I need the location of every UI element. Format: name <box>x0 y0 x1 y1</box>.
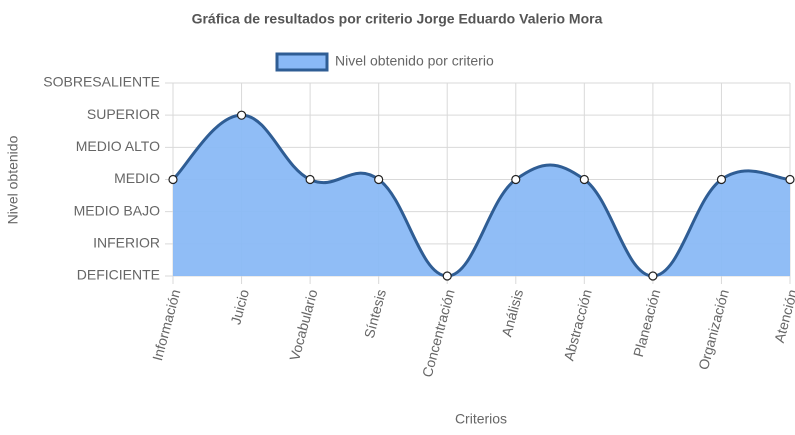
x-tick-label: Vocabulario <box>286 287 320 362</box>
y-tick-label: SUPERIOR <box>87 106 160 122</box>
x-tick-label: Abstracción <box>560 288 594 363</box>
x-tick-label: Análisis <box>498 288 526 339</box>
chart-title: Gráfica de resultados por criterio Jorge… <box>192 11 603 27</box>
y-tick-label: MEDIO <box>114 170 160 186</box>
y-tick-label: MEDIO BAJO <box>74 202 160 218</box>
point <box>236 110 247 120</box>
y-tick-label: MEDIO ALTO <box>76 138 160 154</box>
point <box>442 271 452 281</box>
x-axis-label: Criterios <box>455 411 507 427</box>
x-tick-label: Información <box>149 288 183 363</box>
x-tick-label: Organización <box>695 288 732 372</box>
point <box>305 174 315 185</box>
point <box>579 174 589 185</box>
x-tick-label: Concentración <box>419 288 458 379</box>
x-tick-label: Planeación <box>630 288 663 359</box>
y-tick-label: SOBRESALIENTE <box>43 74 160 90</box>
y-tick-label: DEFICIENTE <box>77 267 160 283</box>
point <box>374 174 384 185</box>
y-tick-label: INFERIOR <box>93 235 160 251</box>
point <box>511 174 521 185</box>
legend-label: Nivel obtenido por criterio <box>335 53 494 69</box>
x-tick-label: Juicio <box>227 287 252 326</box>
point <box>648 271 658 281</box>
legend-swatch <box>275 52 329 72</box>
area <box>173 115 790 277</box>
y-axis-label: Nivel obtenido <box>5 135 21 224</box>
point <box>785 174 795 185</box>
x-tick-label: Síntesis <box>361 288 389 340</box>
point <box>716 174 727 185</box>
line <box>171 113 791 278</box>
point <box>168 174 178 185</box>
x-tick-label: Atención <box>771 288 795 345</box>
